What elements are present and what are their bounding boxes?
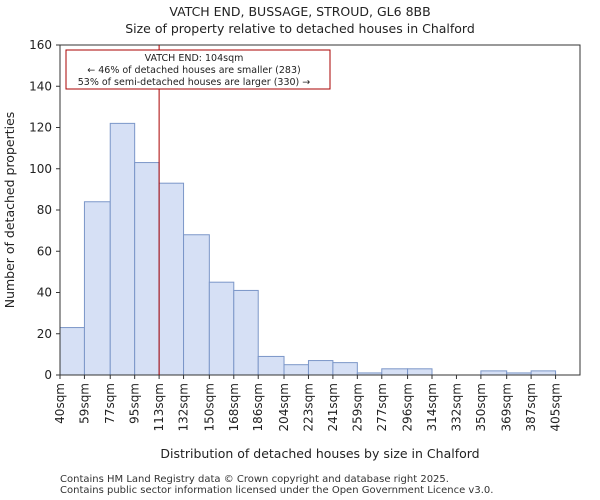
y-tick-label: 80 (37, 203, 52, 217)
x-tick-label: 314sqm (425, 383, 439, 431)
x-tick-label: 204sqm (277, 383, 291, 431)
histogram-bar (407, 368, 433, 376)
y-tick-label: 20 (37, 327, 52, 341)
annotation-box (65, 49, 331, 90)
y-tick-label: 60 (37, 244, 52, 258)
histogram-bar (530, 370, 557, 376)
x-tick-label: 332sqm (449, 383, 463, 431)
x-tick-label: 259sqm (350, 383, 364, 431)
histogram-bar (134, 162, 160, 376)
histogram-bar (332, 362, 358, 376)
x-tick-label: 132sqm (177, 383, 191, 431)
x-tick-label: 186sqm (251, 383, 265, 431)
chart-subtitle: Size of property relative to detached ho… (125, 21, 475, 36)
x-tick-label: 223sqm (301, 383, 315, 431)
histogram-bar (283, 364, 309, 376)
x-tick-label: 40sqm (53, 383, 67, 424)
y-axis-label: Number of detached properties (2, 112, 17, 309)
histogram-bar (233, 289, 259, 376)
x-tick-label: 95sqm (128, 383, 142, 424)
histogram-bar (257, 355, 285, 376)
histogram-bar (307, 360, 334, 376)
annotation-line: 53% of semi-detached houses are larger (… (78, 77, 311, 88)
y-tick-label: 140 (29, 79, 52, 93)
x-tick-label: 405sqm (549, 383, 563, 431)
x-tick-label: 387sqm (524, 383, 538, 431)
x-tick-label: 150sqm (202, 383, 216, 431)
x-tick-label: 277sqm (375, 383, 389, 431)
x-axis-label: Distribution of detached houses by size … (160, 446, 479, 461)
x-tick-label: 369sqm (500, 383, 514, 431)
histogram-bar (109, 122, 136, 376)
x-tick-label: 296sqm (401, 383, 415, 431)
x-tick-label: 113sqm (152, 383, 166, 431)
annotation-line: VATCH END: 104sqm (145, 53, 244, 64)
x-tick-label: 168sqm (227, 383, 241, 431)
histogram-bar (59, 327, 85, 376)
x-tick-label: 59sqm (77, 383, 91, 424)
x-tick-label: 77sqm (103, 383, 117, 424)
x-tick-label: 350sqm (474, 383, 488, 431)
y-tick-label: 40 (37, 286, 52, 300)
y-tick-label: 100 (29, 162, 52, 176)
histogram-bar (381, 368, 409, 376)
histogram-bar (208, 281, 235, 376)
histogram-bar (183, 234, 210, 376)
histogram-bar (158, 182, 185, 376)
y-tick-label: 0 (44, 368, 52, 382)
histogram-bar (480, 370, 508, 376)
x-tick-label: 241sqm (326, 383, 340, 431)
footer-line-1: Contains HM Land Registry data © Crown c… (60, 474, 449, 485)
annotation-line: ← 46% of detached houses are smaller (28… (87, 65, 300, 76)
y-tick-label: 120 (29, 121, 52, 135)
footer-line-2: Contains public sector information licen… (60, 485, 494, 496)
y-tick-label: 160 (29, 38, 52, 52)
histogram-bar (83, 201, 111, 376)
chart-title: VATCH END, BUSSAGE, STROUD, GL6 8BB (169, 4, 431, 19)
